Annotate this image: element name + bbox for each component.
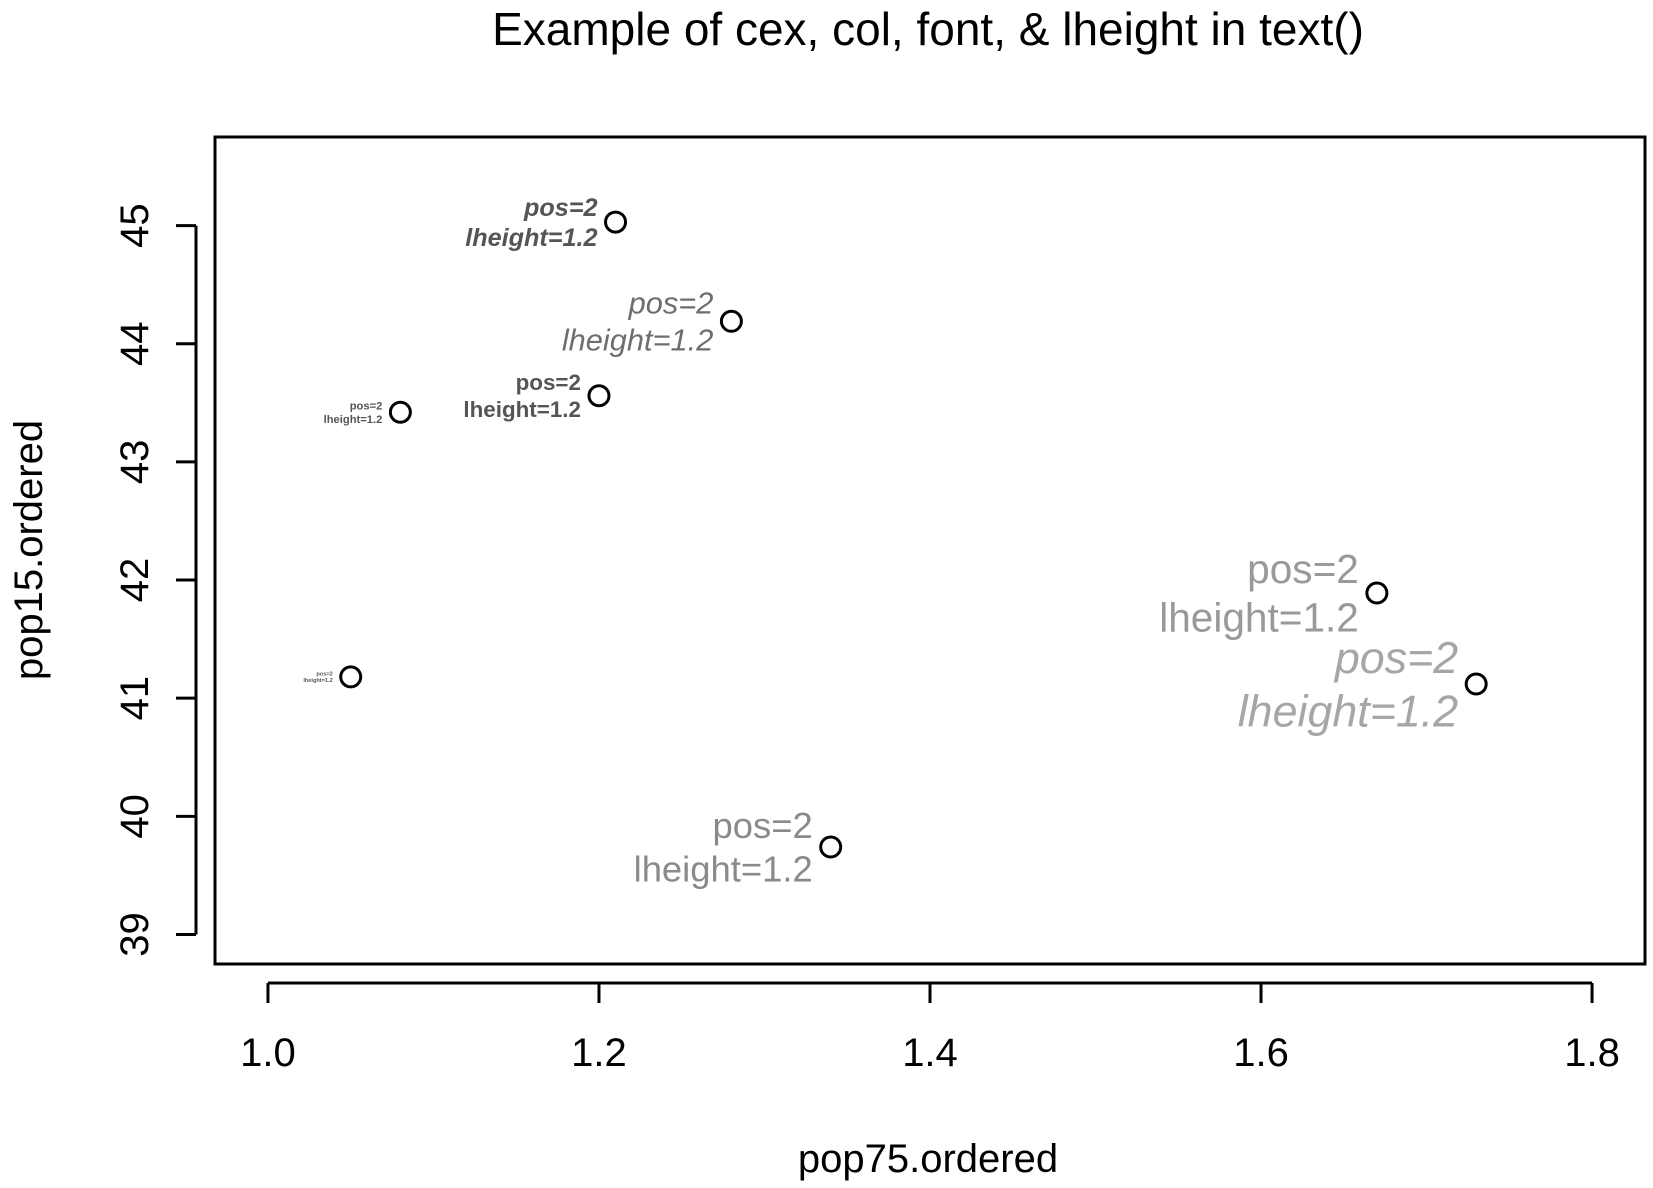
point-label: lheight=1.2 xyxy=(1238,687,1459,737)
x-axis: 1.0 1.2 1.4 1.6 1.8 xyxy=(240,981,1620,1075)
point-label: lheight=1.2 xyxy=(303,678,332,684)
plot-frame xyxy=(213,135,1647,966)
data-points: pos=2lheight=1.2pos=2lheight=1.2pos=2lhe… xyxy=(303,194,1488,890)
x-tick-label: 1.6 xyxy=(1233,1031,1289,1075)
point-label: lheight=1.2 xyxy=(634,849,813,890)
point-label: lheight=1.2 xyxy=(324,414,383,426)
data-point xyxy=(587,384,611,408)
y-tick-label: 40 xyxy=(113,794,157,839)
point-label: lheight=1.2 xyxy=(463,397,581,422)
point-label: pos=2 xyxy=(350,400,383,412)
x-tick-label: 1.8 xyxy=(1564,1031,1620,1075)
y-axis: 39 40 41 42 43 44 45 xyxy=(113,203,198,957)
y-tick-label: 39 xyxy=(113,912,157,957)
x-tick-label: 1.2 xyxy=(571,1031,627,1075)
x-tick-label: 1.4 xyxy=(902,1031,958,1075)
point-label: pos=2 xyxy=(1247,546,1359,592)
chart-title: Example of cex, col, font, & lheight in … xyxy=(492,3,1364,55)
point-label: lheight=1.2 xyxy=(465,224,597,252)
y-tick-label: 41 xyxy=(113,676,157,721)
point-label: lheight=1.2 xyxy=(562,323,714,358)
point-label: pos=2 xyxy=(516,370,581,395)
y-tick-label: 43 xyxy=(113,440,157,485)
data-point xyxy=(819,835,843,859)
data-point xyxy=(604,210,628,234)
y-tick-label: 45 xyxy=(113,203,157,248)
data-point xyxy=(388,400,412,424)
x-axis-label: pop75.ordered xyxy=(798,1137,1058,1181)
y-tick-label: 44 xyxy=(113,322,157,367)
y-axis-label: pop15.ordered xyxy=(7,420,51,680)
data-point xyxy=(339,665,363,689)
point-label: pos=2 xyxy=(316,672,332,678)
y-tick-label: 42 xyxy=(113,558,157,603)
data-point xyxy=(719,309,743,333)
point-label: lheight=1.2 xyxy=(1159,595,1359,641)
data-point xyxy=(1365,581,1389,605)
point-label: pos=2 xyxy=(523,194,598,222)
point-label: pos=2 xyxy=(713,805,813,846)
x-tick-label: 1.0 xyxy=(240,1031,296,1075)
data-point xyxy=(1464,672,1488,696)
point-label: pos=2 xyxy=(628,286,714,321)
point-label: pos=2 xyxy=(1333,633,1458,683)
